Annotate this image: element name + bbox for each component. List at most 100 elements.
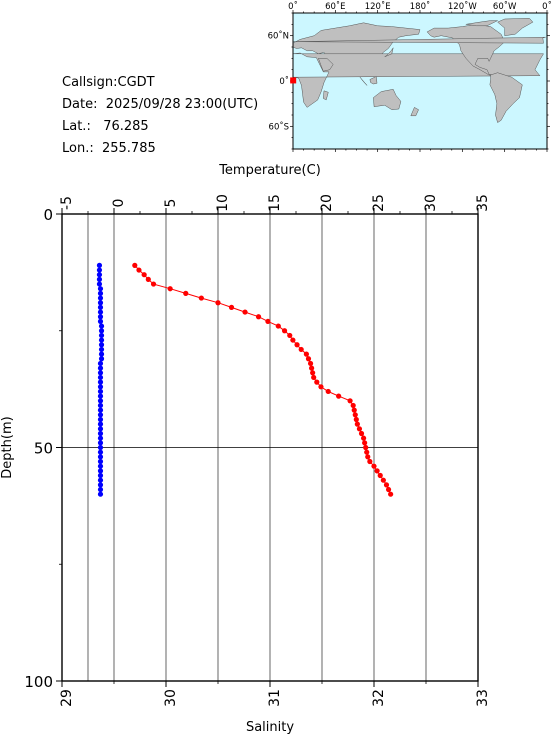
salinity-point — [96, 276, 103, 282]
temperature-point — [311, 374, 317, 381]
temperature-tick-label: 35 — [475, 194, 491, 212]
temperature-tick-label: 5 — [163, 199, 179, 208]
temperature-point — [361, 435, 367, 441]
salinity-point — [97, 384, 104, 390]
temperature-point — [167, 286, 173, 292]
salinity-point — [97, 468, 104, 474]
salinity-point — [97, 360, 104, 367]
land-polygon — [465, 20, 498, 27]
temperature-point — [310, 370, 316, 376]
salinity-point — [97, 314, 104, 320]
temperature-point — [198, 295, 204, 301]
temperature-series — [132, 262, 394, 497]
salinity-point — [97, 463, 104, 469]
salinity-tick-label: 32 — [371, 689, 387, 707]
temperature-point — [255, 314, 262, 320]
temperature-tick-label: 0 — [111, 199, 127, 208]
temperature-tick-label: 10 — [215, 194, 231, 212]
temperature-point — [318, 384, 324, 390]
salinity-point — [98, 323, 105, 329]
temperature-point — [228, 304, 235, 310]
temperature-point — [377, 472, 383, 479]
temperature-point — [183, 290, 189, 296]
temperature-point — [141, 272, 147, 278]
salinity-point — [97, 449, 104, 455]
temperature-point — [350, 402, 356, 409]
temperature-point — [356, 426, 363, 432]
salinity-point — [97, 290, 104, 296]
land-polygon — [323, 90, 329, 101]
salinity-point — [97, 365, 104, 371]
temperature-point — [374, 468, 380, 474]
salinity-tick-label: 29 — [59, 689, 75, 707]
map-lon-label: 120˚W — [448, 1, 477, 12]
land-polygon — [292, 52, 544, 108]
salinity-point — [97, 304, 104, 310]
temperature-point — [353, 416, 359, 423]
temperature-point — [367, 458, 373, 465]
temperature-point — [354, 421, 360, 427]
temperature-point — [385, 486, 392, 493]
salinity-point — [97, 295, 104, 301]
temperature-point — [314, 379, 320, 385]
salinity-point — [97, 482, 104, 488]
depth-tick-label: 50 — [34, 440, 53, 458]
map-lat-label: 60˚S — [269, 121, 289, 132]
salinity-point — [97, 486, 104, 493]
temperature-point — [347, 398, 353, 404]
depth-tick-label: 0 — [43, 206, 53, 224]
salinity-axis-label: Salinity — [246, 720, 294, 735]
temperature-point — [383, 482, 390, 488]
station-info: Callsign:CGDT Date: 2025/09/28 23:00(UTC… — [62, 72, 258, 160]
salinity-point — [97, 491, 104, 497]
temperature-tick-label: 15 — [267, 194, 283, 212]
temperature-point — [215, 300, 221, 306]
salinity-tick-label: 33 — [475, 689, 491, 707]
temperature-point — [150, 281, 157, 287]
land-polygon — [359, 77, 368, 86]
temperature-point — [265, 318, 271, 325]
salinity-point — [97, 435, 104, 441]
map-lon-label: 60˚W — [493, 1, 517, 12]
salinity-point — [97, 477, 104, 483]
salinity-point — [98, 342, 105, 348]
temperature-axis-label: Temperature(C) — [218, 163, 321, 178]
salinity-tick-label: 31 — [267, 689, 283, 707]
longitude-text: Lon.: 255.785 — [62, 141, 156, 156]
map-lon-label: 60˚E — [325, 1, 345, 12]
temperature-point — [388, 491, 394, 497]
map-lon-label: 180˚ — [410, 1, 430, 12]
latitude-text: Lat.: 76.285 — [62, 119, 149, 134]
salinity-point — [97, 309, 104, 315]
callsign-text: Callsign:CGDT — [62, 75, 155, 90]
temperature-point — [242, 309, 248, 315]
salinity-point — [96, 281, 103, 287]
map-lon-label: 0˚ — [542, 1, 552, 12]
salinity-point — [96, 267, 103, 273]
temperature-tick-label: -5 — [59, 196, 75, 210]
salinity-point — [98, 346, 105, 353]
temperature-point — [352, 412, 358, 418]
chart-grid — [62, 214, 478, 681]
salinity-point — [97, 398, 104, 404]
land-polygon — [426, 24, 506, 76]
salinity-point — [98, 328, 105, 334]
temperature-point — [371, 463, 377, 469]
temperature-point — [275, 323, 281, 329]
map-lat-label: 60˚N — [268, 31, 289, 42]
temperature-tick-label: 30 — [423, 194, 439, 212]
temperature-point — [305, 356, 312, 362]
salinity-point — [97, 458, 104, 465]
salinity-point — [97, 454, 104, 460]
salinity-point — [97, 412, 104, 418]
temperature-point — [336, 393, 342, 399]
salinity-point — [97, 426, 104, 432]
temperature-point — [132, 262, 138, 268]
land-polygon — [293, 36, 546, 44]
salinity-series — [96, 262, 105, 497]
land-polygon — [497, 18, 534, 36]
temperature-point — [362, 440, 368, 446]
temperature-point — [294, 342, 300, 348]
temperature-point — [136, 267, 142, 273]
map-lon-label: 120˚E — [365, 1, 391, 12]
